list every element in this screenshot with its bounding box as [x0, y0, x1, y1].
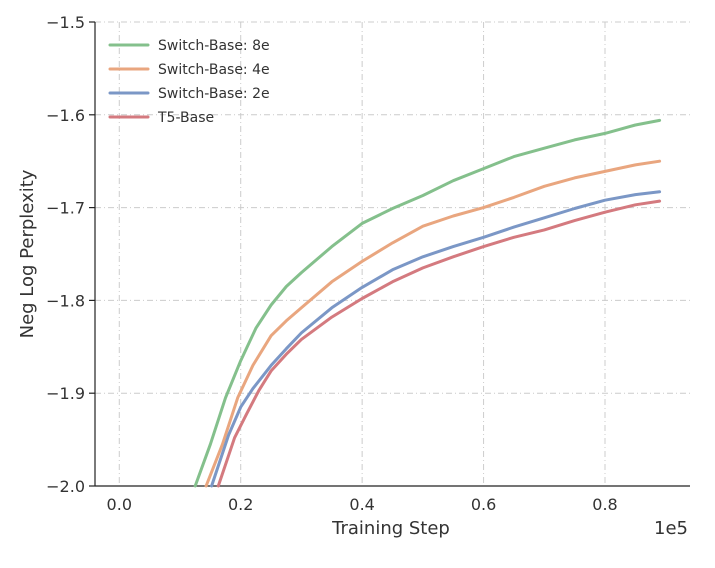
- tick-labels: 0.0 0.2 0.4 0.6 0.8 −2.0 −1.9 −1.8 −1.7 −1.6 −1.5: [46, 13, 618, 514]
- x-tick-label: 0.4: [349, 495, 374, 514]
- y-tick-label: −1.7: [46, 199, 85, 218]
- x-axis-label: Training Step: [331, 518, 450, 539]
- legend-label: Switch-Base: 8e: [158, 38, 270, 54]
- y-tick-label: −1.8: [46, 291, 85, 310]
- series-line: [210, 190, 662, 488]
- series-lines: [193, 118, 662, 488]
- x-axis-multiplier: 1e5: [654, 518, 688, 539]
- legend-label: Switch-Base: 2e: [158, 86, 270, 102]
- y-axis-label: Neg Log Perplexity: [17, 169, 38, 338]
- legend-label: T5-Base: [157, 110, 214, 126]
- y-tick-label: −1.5: [46, 13, 85, 32]
- legend-label: Switch-Base: 4e: [158, 62, 270, 78]
- y-tick-label: −2.0: [46, 477, 85, 496]
- series-line: [193, 118, 662, 488]
- x-tick-label: 0.0: [107, 495, 132, 514]
- legend: Switch-Base: 8e Switch-Base: 4e Switch-Bas…: [108, 38, 270, 126]
- series-line: [216, 199, 662, 488]
- series-line: [204, 159, 662, 488]
- y-tick-label: −1.9: [46, 384, 85, 403]
- y-tick-label: −1.6: [46, 106, 85, 125]
- x-tick-label: 0.8: [592, 495, 617, 514]
- x-tick-label: 0.6: [471, 495, 496, 514]
- x-tick-label: 0.2: [228, 495, 253, 514]
